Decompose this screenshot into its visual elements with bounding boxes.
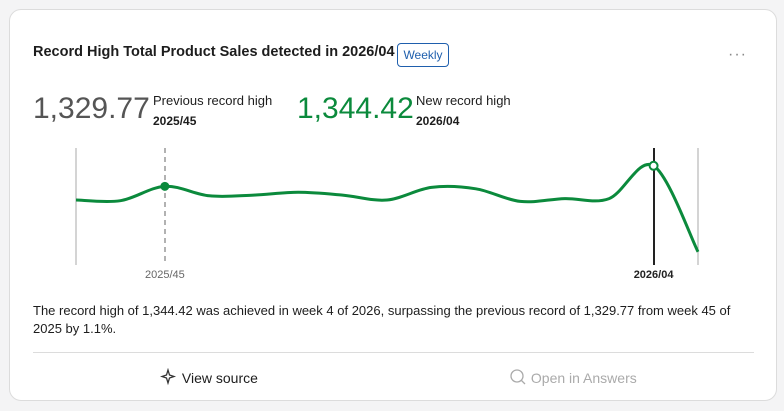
card-title: Record High Total Product Sales detected…: [33, 44, 395, 60]
previous-value: 1,329.77: [33, 92, 150, 125]
summary: The record high of 1,344.42 was achieved…: [33, 303, 731, 336]
new-label: New record high: [416, 93, 511, 108]
previous-record-point: [160, 181, 170, 191]
open-answers-text: Open in Answers: [530, 370, 637, 386]
previous-period: 2025/45: [153, 114, 197, 128]
view-source-text: View source: [181, 370, 258, 386]
sparkle-icon: [159, 367, 177, 386]
new-record-point: [648, 160, 659, 171]
new-value: 1,344.42: [297, 92, 414, 125]
sales-line: [75, 162, 700, 253]
frequency-badge[interactable]: Weekly: [397, 43, 449, 67]
x-tick-label: 2025/45: [145, 269, 185, 281]
card: [9, 9, 777, 401]
plot: 2025/45 2026/04: [75, 160, 700, 281]
view-source-button[interactable]: View source: [159, 367, 258, 386]
previous-label: Previous record high: [153, 93, 273, 108]
new-period: 2026/04: [416, 114, 460, 128]
x-tick-label: 2026/04: [634, 269, 675, 281]
open-answers-button[interactable]: Open in Answers: [509, 368, 637, 386]
search-icon: [510, 369, 526, 385]
divider: [33, 352, 754, 353]
menu-button[interactable]: ···: [728, 46, 747, 63]
